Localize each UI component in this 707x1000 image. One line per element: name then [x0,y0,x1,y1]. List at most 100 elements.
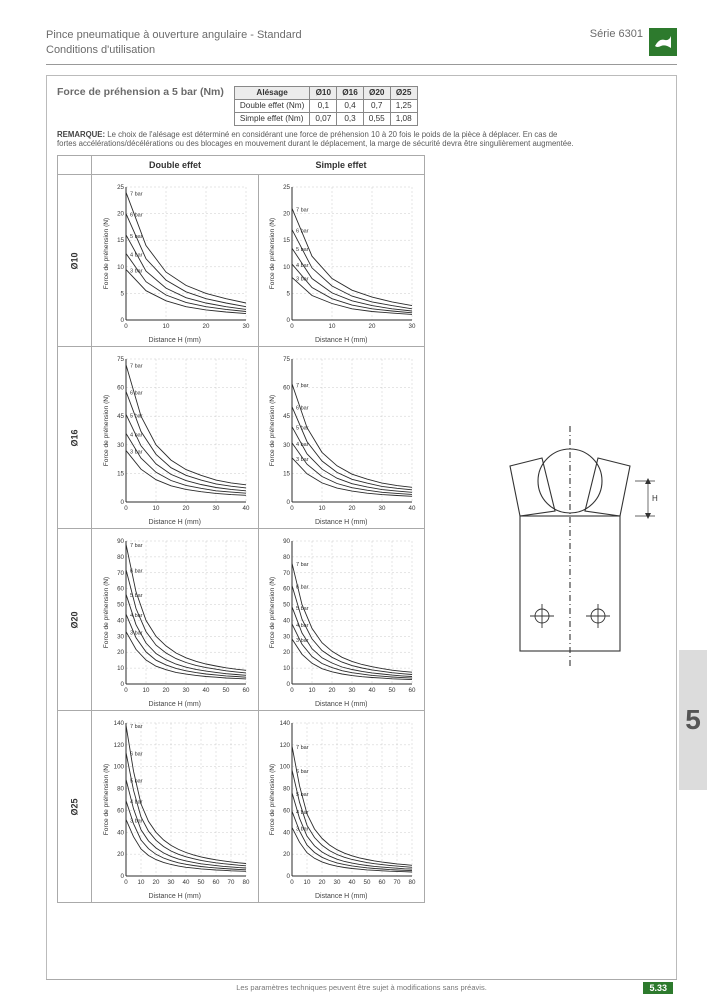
svg-text:40: 40 [369,687,376,694]
bore-table: AlésageØ10Ø16Ø20Ø25Double effet (Nm)0,10… [234,86,418,126]
svg-text:7 bar: 7 bar [130,543,143,549]
bore-cell: 0,7 [363,99,390,112]
chart-row: Ø2502040608010012014001020304050607080Fo… [58,711,424,902]
svg-text:70: 70 [394,879,401,886]
bore-cell: 0,3 [337,112,363,125]
bore-cell: Double effet (Nm) [234,99,309,112]
svg-text:Force de préhension (N): Force de préhension (N) [269,395,276,466]
svg-text:70: 70 [117,570,124,577]
gripper-diagram: H [480,406,660,668]
svg-text:5 bar: 5 bar [130,778,143,784]
svg-text:30: 30 [242,323,249,330]
section-tab: 5 [679,650,707,790]
svg-text:15: 15 [117,237,124,244]
svg-text:140: 140 [280,720,291,727]
svg-text:10: 10 [142,687,149,694]
svg-text:6 bar: 6 bar [130,213,143,219]
svg-text:40: 40 [182,879,189,886]
svg-text:10: 10 [137,879,144,886]
svg-text:80: 80 [117,554,124,561]
svg-text:0: 0 [291,505,295,512]
svg-text:10: 10 [304,879,311,886]
svg-text:4 bar: 4 bar [296,810,309,816]
svg-text:100: 100 [113,764,124,771]
chart-row: Ø2001020304050607080900102030405060Force… [58,529,424,711]
svg-text:7 bar: 7 bar [130,191,143,197]
svg-text:40: 40 [242,505,249,512]
svg-text:20: 20 [162,687,169,694]
svg-text:7 bar: 7 bar [130,364,143,370]
svg-text:10: 10 [319,505,326,512]
svg-text:80: 80 [117,786,124,793]
svg-text:4 bar: 4 bar [296,442,309,448]
x-axis-label: Distance H (mm) [148,337,201,344]
svg-text:7 bar: 7 bar [296,383,309,389]
chart-row: Ø1601530456075010203040Force de préhensi… [58,347,424,529]
svg-text:20: 20 [283,851,290,858]
chart-cell: 01020304050607080900102030405060Force de… [258,529,425,710]
row-label: Ø20 [58,529,92,710]
title-line2: Conditions d'utilisation [46,43,302,58]
svg-text:50: 50 [364,879,371,886]
svg-text:6 bar: 6 bar [296,769,309,775]
svg-text:0: 0 [124,323,128,330]
x-axis-label: Distance H (mm) [148,893,201,900]
svg-text:3 bar: 3 bar [130,269,143,275]
chart-cell: 05101520250102030Force de préhension (N)… [258,175,425,346]
svg-text:75: 75 [117,356,124,363]
svg-text:60: 60 [379,879,386,886]
chart-cell: 01020304050607080900102030405060Force de… [92,529,258,710]
svg-text:7 bar: 7 bar [296,562,309,568]
svg-text:3 bar: 3 bar [296,277,309,283]
svg-text:20: 20 [329,687,336,694]
svg-text:45: 45 [283,413,290,420]
bore-cell: Simple effet (Nm) [234,112,309,125]
svg-text:30: 30 [117,633,124,640]
svg-text:120: 120 [113,742,124,749]
svg-text:20: 20 [152,879,159,886]
svg-text:40: 40 [283,829,290,836]
bore-cell: 1,25 [390,99,417,112]
svg-text:3 bar: 3 bar [296,638,309,644]
svg-text:0: 0 [124,879,128,886]
svg-text:15: 15 [117,471,124,478]
svg-text:10: 10 [162,323,169,330]
chart: 01020304050607080900102030405060Force de… [100,535,250,700]
svg-text:4 bar: 4 bar [130,800,143,806]
svg-text:10: 10 [329,323,336,330]
chart: 01530456075010203040Force de préhension … [100,353,250,518]
svg-text:60: 60 [283,808,290,815]
svg-text:5: 5 [120,291,124,298]
svg-text:10: 10 [283,665,290,672]
svg-text:50: 50 [197,879,204,886]
svg-text:140: 140 [113,720,124,727]
svg-text:20: 20 [349,505,356,512]
svg-text:7 bar: 7 bar [296,745,309,751]
svg-text:15: 15 [283,471,290,478]
chart-cell: 01530456075010203040Force de préhension … [258,347,425,528]
svg-text:H: H [652,494,658,503]
svg-text:3 bar: 3 bar [296,827,309,833]
bore-cell: 0,4 [337,99,363,112]
svg-text:80: 80 [283,786,290,793]
bore-cell: 0,1 [310,99,337,112]
svg-text:80: 80 [283,554,290,561]
svg-text:0: 0 [291,687,295,694]
svg-text:20: 20 [117,649,124,656]
svg-text:15: 15 [283,237,290,244]
chart: 05101520250102030Force de préhension (N)… [266,181,416,336]
svg-text:90: 90 [117,538,124,545]
svg-text:20: 20 [117,211,124,218]
chart: 02040608010012014001020304050607080Force… [266,717,416,892]
x-axis-label: Distance H (mm) [315,893,368,900]
svg-text:60: 60 [117,586,124,593]
svg-text:60: 60 [242,687,249,694]
svg-text:80: 80 [409,879,416,886]
bore-header: Ø16 [337,86,363,99]
svg-text:70: 70 [227,879,234,886]
bore-header: Alésage [234,86,309,99]
remark-text: REMARQUE: Le choix de l'alésage est déte… [57,130,577,149]
svg-text:45: 45 [117,413,124,420]
svg-text:3 bar: 3 bar [130,450,143,456]
svg-text:5 bar: 5 bar [130,413,143,419]
